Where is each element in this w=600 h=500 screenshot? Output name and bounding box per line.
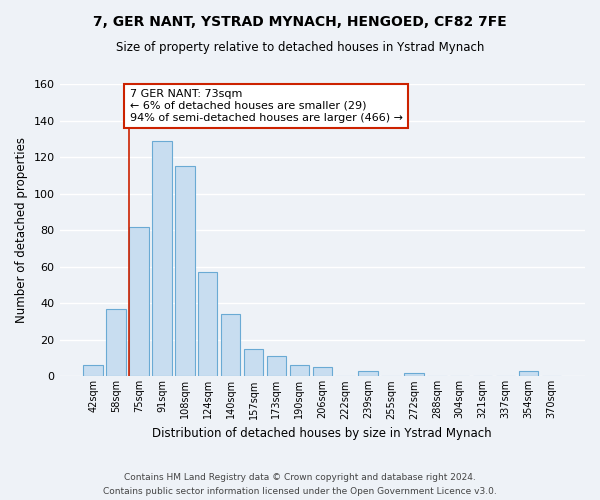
Bar	[404, 372, 424, 376]
X-axis label: Distribution of detached houses by size in Ystrad Mynach: Distribution of detached houses by size …	[152, 427, 492, 440]
Bar	[313, 368, 332, 376]
Bar	[519, 371, 538, 376]
Text: 7 GER NANT: 73sqm
← 6% of detached houses are smaller (29)
94% of semi-detached : 7 GER NANT: 73sqm ← 6% of detached house…	[130, 90, 403, 122]
Bar	[267, 356, 286, 376]
Bar	[290, 366, 309, 376]
Bar	[175, 166, 194, 376]
Bar	[129, 226, 149, 376]
Text: Contains HM Land Registry data © Crown copyright and database right 2024.: Contains HM Land Registry data © Crown c…	[124, 473, 476, 482]
Bar	[244, 349, 263, 376]
Bar	[152, 140, 172, 376]
Text: 7, GER NANT, YSTRAD MYNACH, HENGOED, CF82 7FE: 7, GER NANT, YSTRAD MYNACH, HENGOED, CF8…	[93, 16, 507, 30]
Bar	[358, 371, 378, 376]
Text: Contains public sector information licensed under the Open Government Licence v3: Contains public sector information licen…	[103, 486, 497, 496]
Text: Size of property relative to detached houses in Ystrad Mynach: Size of property relative to detached ho…	[116, 41, 484, 54]
Bar	[106, 309, 126, 376]
Bar	[83, 366, 103, 376]
Bar	[221, 314, 241, 376]
Y-axis label: Number of detached properties: Number of detached properties	[15, 137, 28, 323]
Bar	[198, 272, 217, 376]
